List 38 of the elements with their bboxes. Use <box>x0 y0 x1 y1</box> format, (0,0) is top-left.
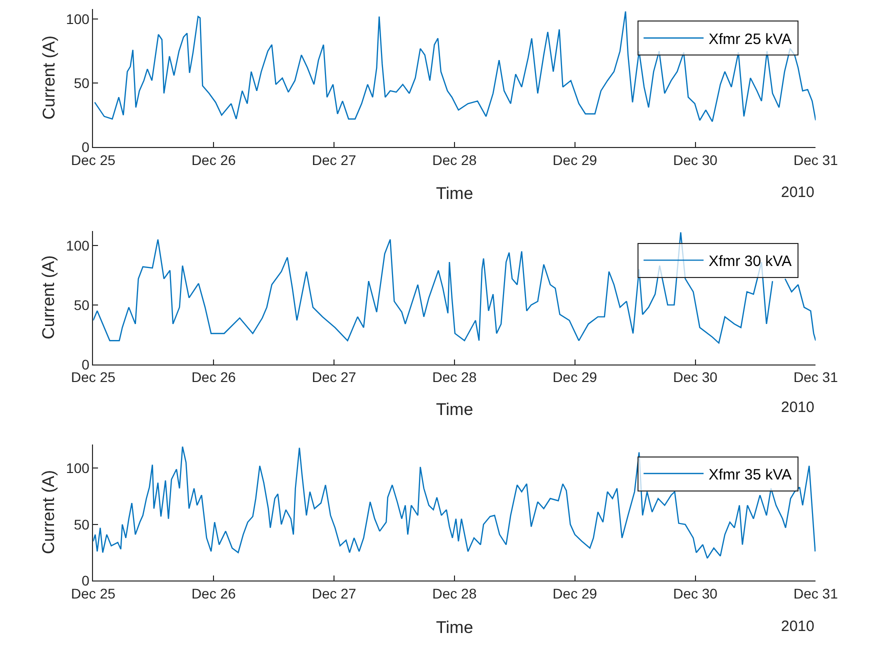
x-tick-label: Dec 31 <box>793 586 838 602</box>
x-tick-label: Dec 31 <box>793 369 838 386</box>
y-axis-title: Current (A) <box>40 36 59 120</box>
x-tick-label: Dec 30 <box>673 152 718 168</box>
x-tick-label: Dec 28 <box>432 586 477 602</box>
x-axis-title: Time <box>436 184 474 203</box>
text: 2010 <box>781 618 814 635</box>
y-tick-label: 50 <box>74 75 90 92</box>
x-tick-label: Dec 28 <box>432 152 477 168</box>
legend-label: Xfmr 25 kVA <box>708 30 792 48</box>
x-tick-label: Dec 29 <box>552 152 598 168</box>
text: 2010 <box>781 184 814 201</box>
x-tick-label: Dec 29 <box>552 586 598 602</box>
x-tick-label: Dec 26 <box>191 586 236 602</box>
x-tick-label: Dec 30 <box>673 586 718 602</box>
x-tick-label: Dec 29 <box>552 369 598 386</box>
y-tick-label: 100 <box>66 237 90 254</box>
y-tick-label: 50 <box>74 516 90 532</box>
x-tick-label: Dec 30 <box>673 369 718 386</box>
x-tick-label: Dec 28 <box>432 369 477 386</box>
y-axis-title: Current (A) <box>38 255 58 340</box>
x-tick-label: Dec 26 <box>191 152 236 168</box>
legend-label: Xfmr 35 kVA <box>708 466 792 484</box>
text: 2010 <box>781 399 814 416</box>
y-tick-label: 100 <box>66 11 90 28</box>
y-tick-label: 100 <box>66 460 90 476</box>
x-axis-title: Time <box>436 400 474 419</box>
line-series <box>94 10 816 122</box>
legend-label: Xfmr 30 kVA <box>708 253 792 270</box>
x-tick-label: Dec 27 <box>312 586 356 602</box>
x-tick-label: Dec 26 <box>191 369 236 386</box>
x-axis-title: Time <box>436 618 474 637</box>
x-tick-label: Dec 27 <box>312 369 356 386</box>
y-axis-title: Current (A) <box>39 470 58 554</box>
x-tick-label: Dec 31 <box>793 152 838 168</box>
y-tick-label: 50 <box>74 296 90 313</box>
line-series <box>93 446 816 559</box>
x-tick-label: Dec 27 <box>312 152 356 168</box>
